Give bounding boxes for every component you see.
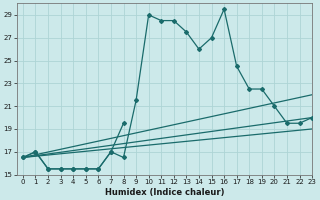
X-axis label: Humidex (Indice chaleur): Humidex (Indice chaleur) — [105, 188, 224, 197]
